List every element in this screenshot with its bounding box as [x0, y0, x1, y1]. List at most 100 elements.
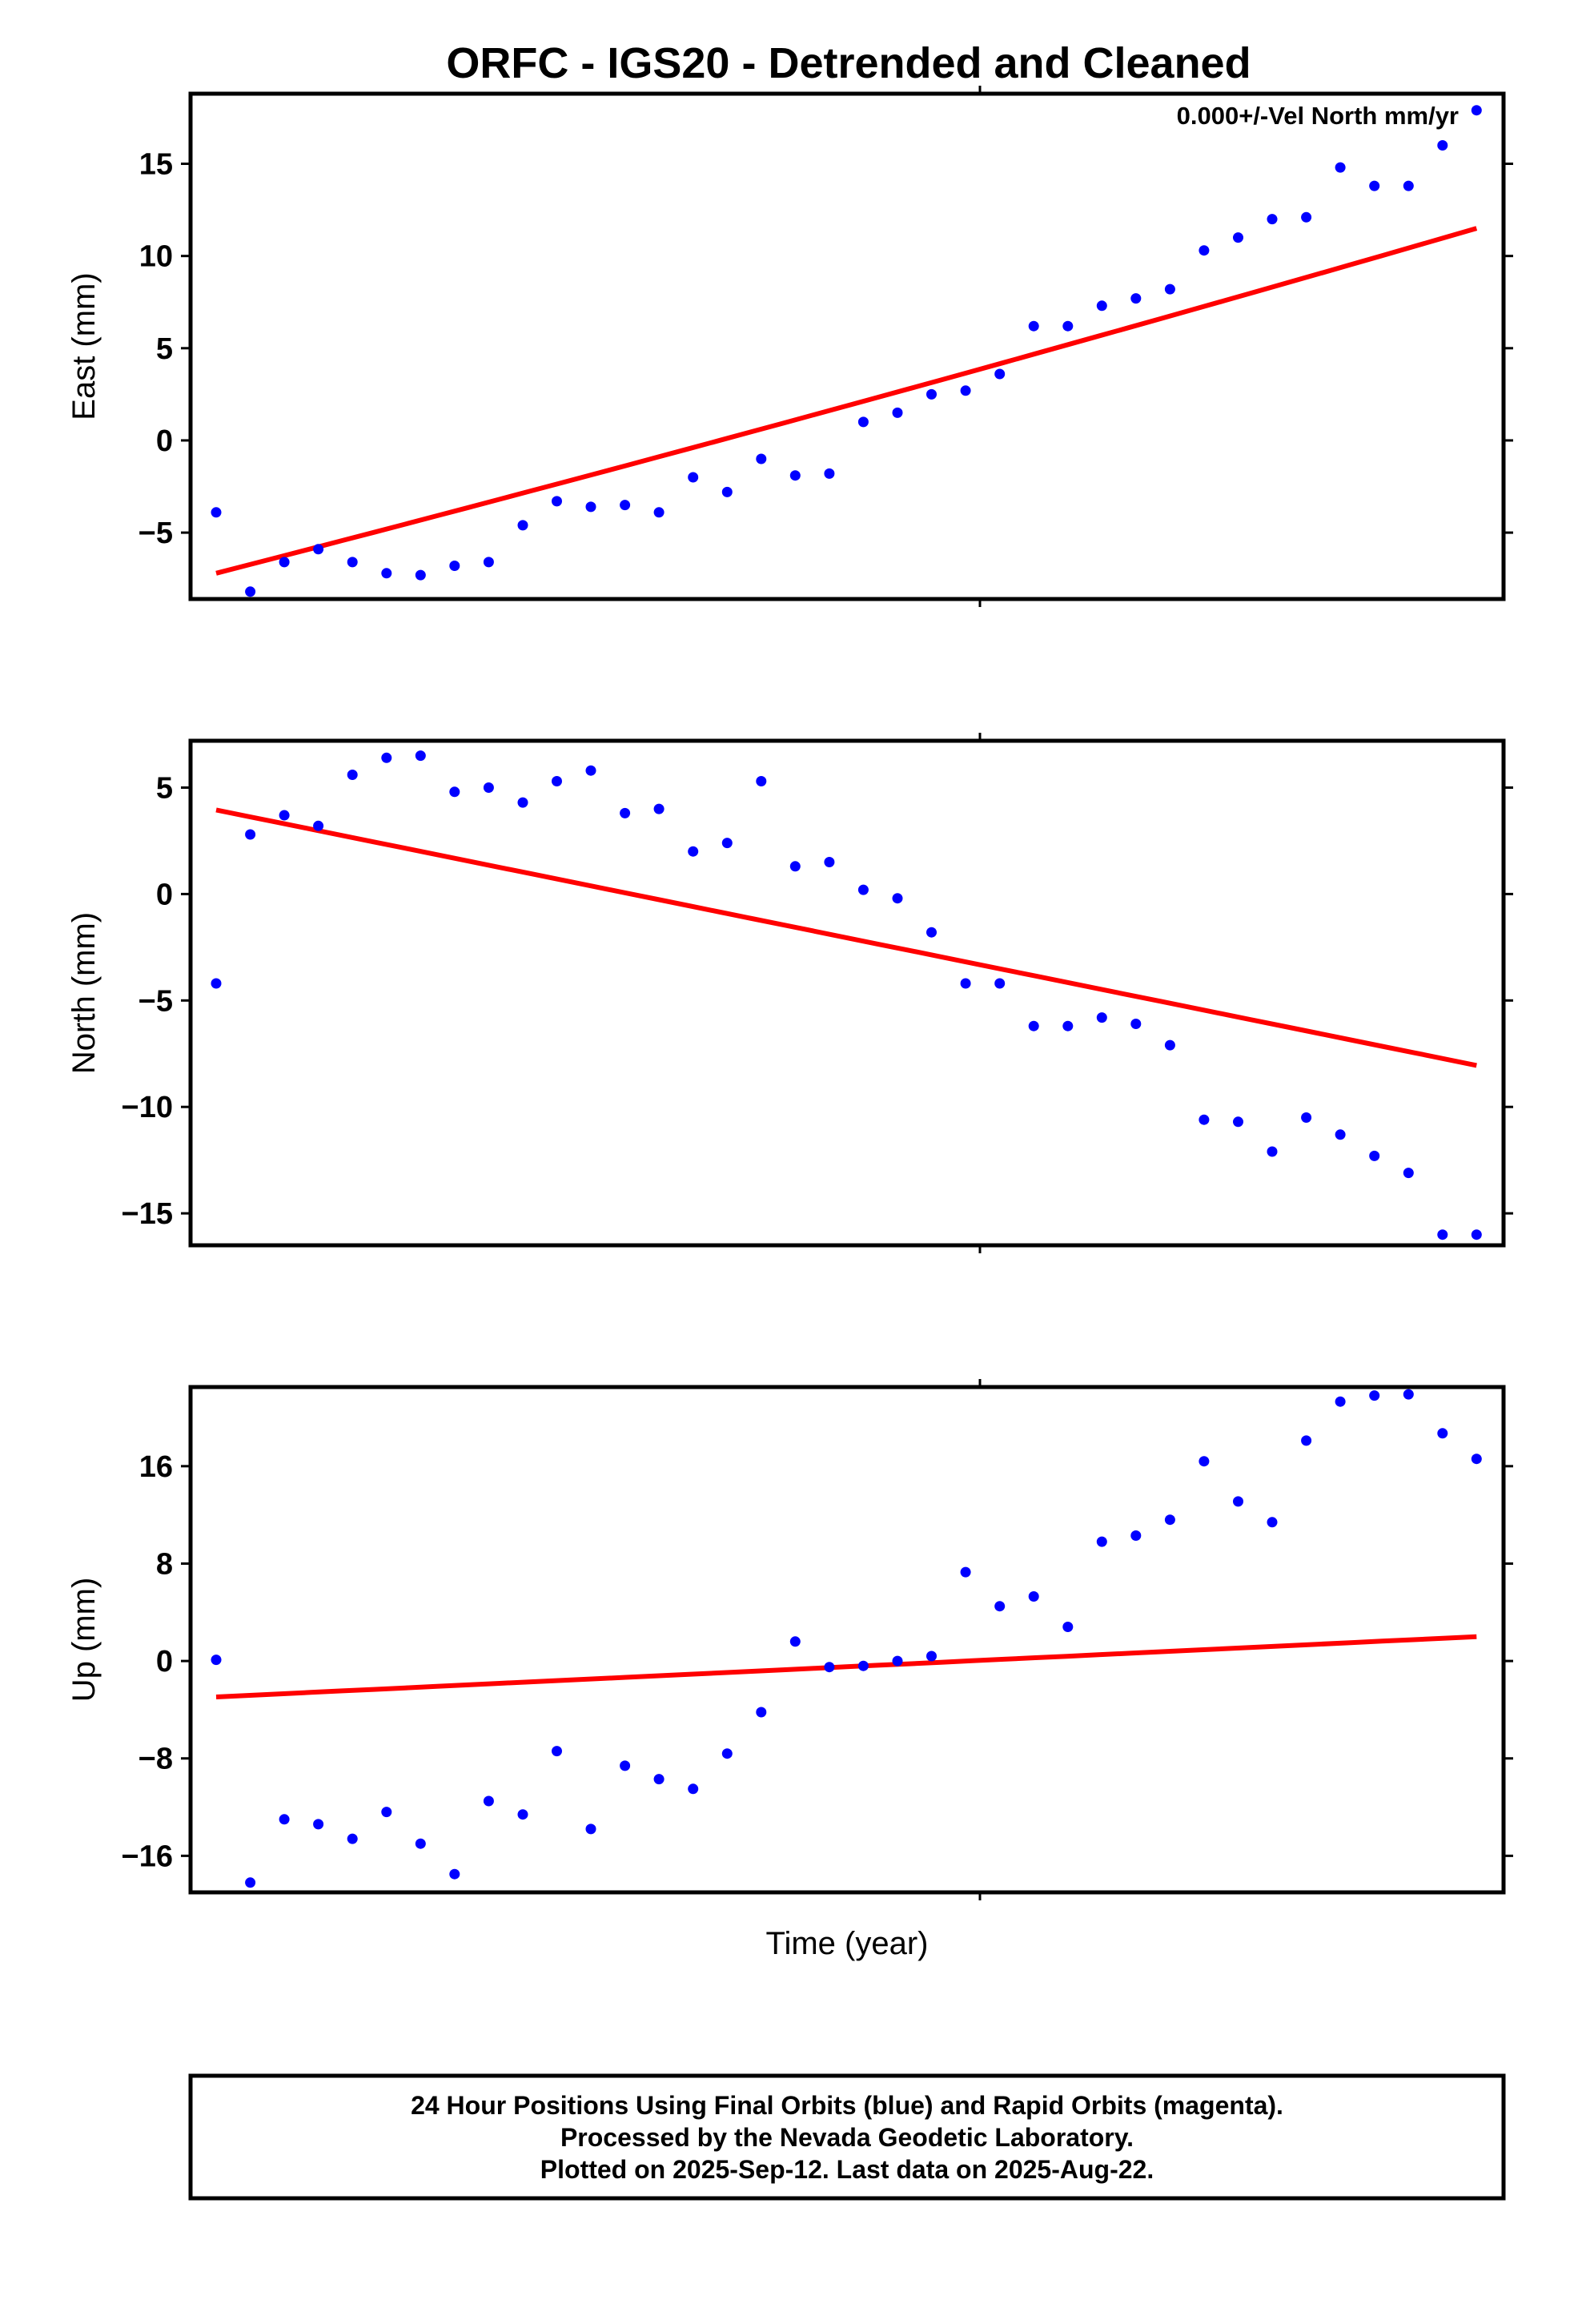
up-data-point [994, 1601, 1006, 1612]
east-data-point [1062, 320, 1074, 332]
north-ytick-label: −5 [139, 984, 173, 1018]
east-data-point [892, 407, 903, 418]
north-data-point [1096, 1012, 1107, 1023]
up-trend-line [215, 1634, 1477, 1699]
up-data-point [1403, 1389, 1414, 1400]
north-data-point [1028, 1020, 1039, 1031]
east-data-point [245, 586, 256, 597]
north-data-point [517, 797, 528, 808]
east-data-point [381, 568, 392, 579]
up-data-point [824, 1662, 835, 1673]
east-ytick-label: 15 [139, 148, 173, 182]
up-y-axis-label: Up (mm) [66, 1578, 102, 1703]
north-data-point [620, 807, 631, 818]
north-trend-line [215, 807, 1477, 1068]
north-data-point [552, 776, 562, 786]
up-data-point [483, 1795, 494, 1807]
north-data-point [347, 770, 358, 780]
up-data-point [721, 1748, 733, 1759]
up-data-point [653, 1774, 665, 1785]
east-data-point [756, 453, 767, 464]
up-ytick-label: −16 [122, 1839, 173, 1873]
north-data-point [960, 978, 971, 989]
north-data-point [756, 776, 767, 786]
east-data-point [857, 416, 869, 428]
east-data-point [789, 470, 801, 481]
up-data-point [1199, 1456, 1210, 1467]
north-data-point [926, 927, 937, 938]
east-data-point [449, 561, 460, 571]
north-data-point [245, 829, 256, 840]
east-data-point [552, 496, 562, 507]
east-data-point [279, 557, 290, 568]
north-data-point [892, 893, 903, 904]
north-data-point [1130, 1019, 1142, 1029]
up-data-point [1369, 1390, 1380, 1401]
east-ytick-label: 5 [156, 332, 173, 366]
east-ytick-label: 0 [156, 424, 173, 458]
north-data-point [585, 765, 596, 776]
x-axis-label: Time (year) [766, 1926, 929, 1961]
east-data-point [313, 544, 324, 555]
east-data-point [1301, 211, 1312, 223]
footer-line-1: 24 Hour Positions Using Final Orbits (bl… [411, 2091, 1283, 2120]
north-data-point [1267, 1146, 1278, 1157]
north-ytick-label: 0 [156, 878, 173, 911]
up-data-point [1335, 1396, 1346, 1407]
up-data-point [688, 1783, 699, 1795]
up-data-point [347, 1833, 358, 1844]
east-data-point [824, 468, 835, 479]
up-data-point [381, 1807, 392, 1818]
north-data-point [415, 750, 426, 762]
north-data-point [789, 861, 801, 872]
north-plot-frame [188, 738, 1506, 1248]
east-data-point [517, 520, 528, 531]
up-data-point [1130, 1530, 1142, 1541]
north-data-point [653, 803, 665, 814]
north-data-point [211, 978, 222, 989]
figure-title: ORFC - IGS20 - Detrended and Cleaned [446, 39, 1251, 87]
up-data-point [1096, 1536, 1107, 1547]
north-data-point [1471, 1229, 1482, 1240]
north-data-point [857, 884, 869, 895]
up-data-point [1437, 1428, 1448, 1439]
east-data-point [1471, 105, 1482, 116]
up-data-point [926, 1651, 937, 1662]
up-data-point [756, 1707, 767, 1718]
east-data-point [1267, 214, 1278, 225]
east-data-point [960, 385, 971, 396]
up-data-point [552, 1746, 562, 1757]
north-data-point [824, 857, 835, 867]
east-data-point [347, 557, 358, 568]
east-data-point [653, 507, 665, 518]
up-data-point [892, 1655, 903, 1667]
up-data-point [245, 1877, 256, 1888]
north-ytick-label: −15 [122, 1197, 173, 1231]
east-data-point [620, 500, 631, 511]
up-data-point [620, 1760, 631, 1771]
east-ytick-label: 10 [139, 240, 173, 274]
footer-box: 24 Hour Positions Using Final Orbits (bl… [188, 2073, 1506, 2201]
up-data-point [1471, 1454, 1482, 1465]
east-data-point [1096, 300, 1107, 312]
east-data-point [688, 472, 699, 483]
north-data-point [1199, 1114, 1210, 1125]
up-data-point [449, 1868, 460, 1880]
up-data-point [1267, 1517, 1278, 1528]
north-data-point [1369, 1150, 1380, 1161]
up-data-point [960, 1566, 971, 1578]
north-ytick-label: −10 [122, 1091, 173, 1124]
up-data-point [211, 1655, 222, 1666]
east-data-point [211, 507, 222, 518]
north-data-point [721, 838, 733, 849]
up-plot-frame [188, 1385, 1506, 1895]
up-data-point [1164, 1514, 1175, 1526]
up-data-point [279, 1814, 290, 1825]
east-data-point [585, 501, 596, 513]
north-data-point [1062, 1020, 1074, 1031]
up-data-point [415, 1838, 426, 1849]
east-panel: −5 0 5 10 15 East (mm) 0.000+/-Vel North mm/yr [66, 86, 1513, 607]
north-data-point [449, 786, 460, 798]
east-data-point [415, 569, 426, 581]
up-data-point [1301, 1435, 1312, 1446]
